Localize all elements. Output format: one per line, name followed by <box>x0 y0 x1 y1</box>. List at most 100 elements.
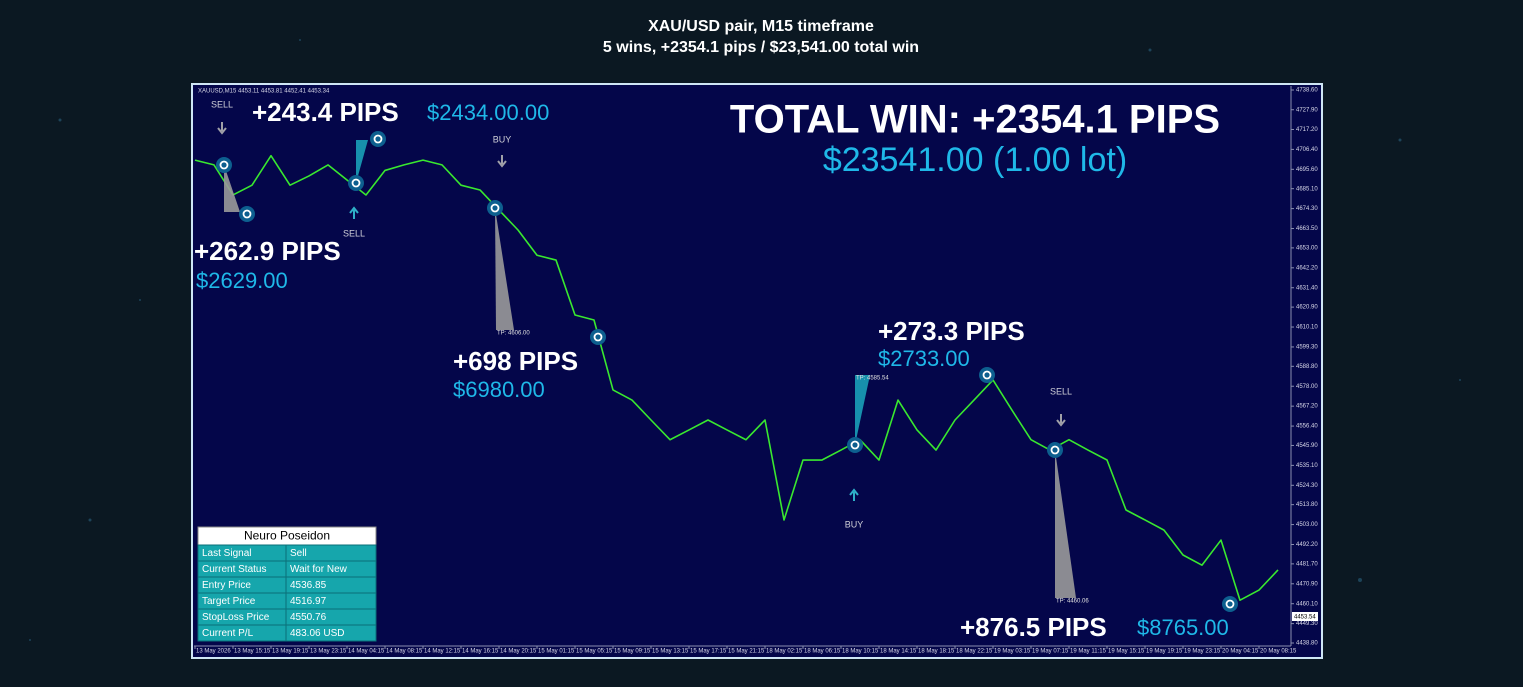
panel-value: 4550.76 <box>290 612 327 623</box>
trade-wedge <box>224 165 240 212</box>
target-label: TP: 4606.00 <box>497 331 530 337</box>
trade-pips: +273.3 PIPS <box>878 316 1025 346</box>
trade-marker <box>847 437 863 453</box>
trade-wedge <box>1055 450 1076 598</box>
y-tick-label: 4588.80 <box>1296 364 1318 370</box>
trade-usd: $8765.00 <box>1137 615 1229 640</box>
trade-usd: $2629.00 <box>196 268 288 293</box>
trade-wedge <box>495 208 514 330</box>
y-tick-label: 4706.40 <box>1296 147 1318 153</box>
x-tick-label: 15 May 17:15 <box>690 649 727 655</box>
chart-frame <box>191 83 1323 659</box>
trade-marker <box>590 329 606 345</box>
x-tick-label: 13 May 15:15 <box>234 649 271 655</box>
panel-value: 4516.97 <box>290 596 327 607</box>
y-tick-label: 4663.50 <box>1296 226 1318 232</box>
x-tick-label: 14 May 12:15 <box>424 649 461 655</box>
current-price-label: 4453.54 <box>1294 615 1316 621</box>
y-tick-label: 4556.40 <box>1296 424 1318 430</box>
panel-key: Entry Price <box>202 580 251 591</box>
x-tick-label: 14 May 04:15 <box>348 649 385 655</box>
trade-marker-ring <box>1050 445 1060 455</box>
current-price-box <box>1292 612 1318 621</box>
y-tick-label: 4738.60 <box>1296 88 1318 94</box>
price-line <box>194 154 1279 602</box>
x-tick-label: 15 May 09:15 <box>614 649 651 655</box>
target-label: TP: 4585.54 <box>856 376 889 382</box>
panel-key: Current P/L <box>202 628 254 639</box>
x-tick-label: 20 May 04:15 <box>1222 649 1259 655</box>
x-tick-label: 13 May 23:15 <box>310 649 347 655</box>
background-speckles <box>29 39 1461 641</box>
trade-marker-ring <box>351 178 361 188</box>
trade-marker-ring <box>373 134 383 144</box>
total-usd: $23541.00 (1.00 lot) <box>823 141 1127 179</box>
panel-key: Target Price <box>202 596 256 607</box>
trade-marker-ring <box>242 209 252 219</box>
trade-marker <box>1222 596 1238 612</box>
trade-marker-ring <box>982 370 992 380</box>
y-tick-label: 4620.90 <box>1296 305 1318 311</box>
signal-arrow-head <box>1056 419 1066 427</box>
y-tick-label: 4578.00 <box>1296 384 1318 390</box>
header-line-2: 5 wins, +2354.1 pips / $23,541.00 total … <box>603 39 919 56</box>
x-tick-label: 15 May 01:15 <box>538 649 575 655</box>
y-tick-label: 4524.30 <box>1296 483 1318 489</box>
trade-usd: $2733.00 <box>878 346 970 371</box>
y-tick-label: 4727.90 <box>1296 107 1318 113</box>
y-tick-label: 4545.90 <box>1296 443 1318 449</box>
signal-label: SELL <box>1050 386 1072 396</box>
x-tick-label: 18 May 06:15 <box>804 649 841 655</box>
trade-wedge <box>855 375 870 445</box>
panel-cell <box>285 624 377 642</box>
trade-marker <box>348 175 364 191</box>
y-tick-label: 4438.80 <box>1296 641 1318 647</box>
trade-marker <box>239 206 255 222</box>
panel-key: Current Status <box>202 564 266 575</box>
x-tick-label: 20 May 08:15 <box>1260 649 1297 655</box>
panel-key: StopLoss Price <box>202 612 270 623</box>
signal-arrow-head <box>497 160 507 168</box>
x-tick-label: 19 May 23:15 <box>1184 649 1221 655</box>
trade-marker <box>979 367 995 383</box>
panel-value: 483.06 USD <box>290 628 344 639</box>
panel-value: Sell <box>290 548 307 559</box>
signal-label: SELL <box>211 99 233 109</box>
trade-pips: +262.9 PIPS <box>194 236 341 266</box>
signal-arrow-head <box>849 488 859 496</box>
trade-marker <box>487 200 503 216</box>
y-tick-label: 4567.20 <box>1296 404 1318 410</box>
x-tick-label: 13 May 2026 <box>196 649 231 655</box>
signal-label: BUY <box>845 519 864 529</box>
x-tick-label: 19 May 19:15 <box>1146 649 1183 655</box>
y-tick-label: 4717.20 <box>1296 127 1318 133</box>
y-tick-label: 4642.20 <box>1296 265 1318 271</box>
y-tick-label: 4492.20 <box>1296 542 1318 548</box>
trade-marker-ring <box>490 203 500 213</box>
y-tick-label: 4535.10 <box>1296 463 1318 469</box>
y-tick-label: 4460.10 <box>1296 601 1318 607</box>
x-tick-label: 19 May 11:15 <box>1070 649 1107 655</box>
trade-pips: +876.5 PIPS <box>960 612 1107 642</box>
trade-marker <box>216 157 232 173</box>
trade-wedge <box>356 140 368 183</box>
trade-marker-ring <box>850 440 860 450</box>
y-tick-label: 4631.40 <box>1296 285 1318 291</box>
signal-label: BUY <box>493 134 512 144</box>
trade-marker-ring <box>1225 599 1235 609</box>
x-tick-label: 14 May 08:15 <box>386 649 423 655</box>
y-tick-label: 4470.90 <box>1296 581 1318 587</box>
y-tick-label: 4685.10 <box>1296 186 1318 192</box>
x-tick-label: 14 May 16:15 <box>462 649 499 655</box>
x-tick-label: 18 May 14:15 <box>880 649 917 655</box>
x-tick-label: 14 May 20:15 <box>500 649 537 655</box>
panel-title: Neuro Poseidon <box>244 529 330 543</box>
x-tick-label: 19 May 03:15 <box>994 649 1031 655</box>
trade-pips: +698 PIPS <box>453 346 578 376</box>
y-tick-label: 4503.00 <box>1296 522 1318 528</box>
total-pips: TOTAL WIN: +2354.1 PIPS <box>730 98 1220 142</box>
panel-key: Last Signal <box>202 548 251 559</box>
trade-marker <box>370 131 386 147</box>
